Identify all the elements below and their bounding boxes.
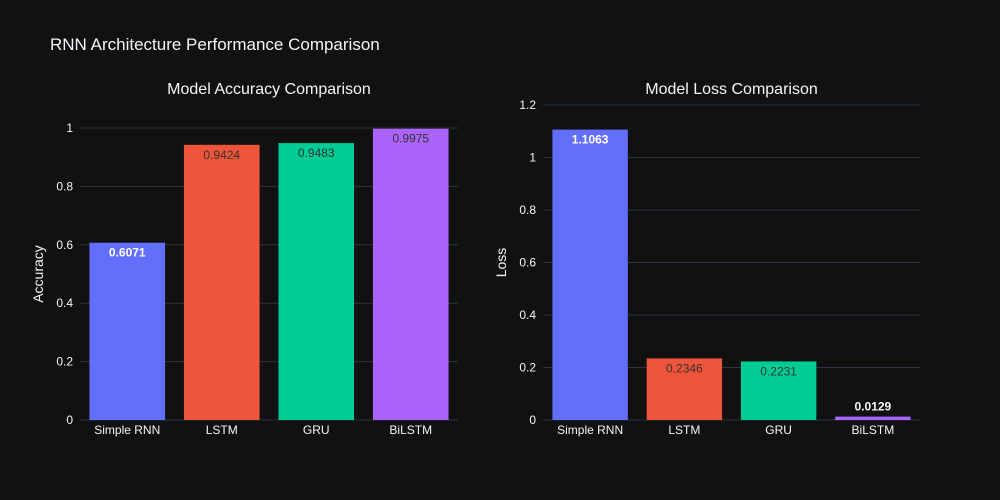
loss-xtick-label: LSTM <box>668 423 700 437</box>
loss-bar[interactable] <box>646 358 723 420</box>
loss-bar[interactable] <box>835 416 911 420</box>
accuracy-chart-title: Model Accuracy Comparison <box>167 81 371 98</box>
loss-xtick-label: GRU <box>765 423 792 437</box>
accuracy-ytick-label: 0.6 <box>56 238 73 252</box>
loss-yaxis-title: Loss <box>493 248 509 278</box>
accuracy-ytick-label: 0.8 <box>56 179 73 193</box>
loss-xtick-label: BiLSTM <box>852 423 895 437</box>
loss-data-label: 0.0129 <box>855 400 892 414</box>
loss-ytick-label: 1 <box>529 151 536 165</box>
accuracy-chart: 0 0.2 0.4 0.6 0.8 1 Model Accuracy Comparison A… <box>30 81 458 437</box>
loss-ytick-label: 0.4 <box>519 308 536 322</box>
loss-ytick-label: 1.2 <box>519 98 536 112</box>
loss-bar[interactable] <box>740 361 817 420</box>
loss-xtick-label: Simple RNN <box>557 423 623 437</box>
accuracy-data-label: 0.9483 <box>298 146 335 160</box>
accuracy-ytick-label: 0 <box>66 413 73 427</box>
accuracy-bar[interactable] <box>372 128 449 421</box>
loss-ytick-label: 0.6 <box>519 256 536 270</box>
accuracy-xtick-label: LSTM <box>206 423 238 437</box>
loss-bar[interactable] <box>552 129 628 420</box>
accuracy-xtick-label: GRU <box>303 423 330 437</box>
accuracy-data-label: 0.9975 <box>392 132 429 146</box>
loss-data-label: 1.1063 <box>572 133 609 147</box>
accuracy-xtick-label: BiLSTM <box>389 423 432 437</box>
accuracy-ytick-label: 0.2 <box>56 355 73 369</box>
accuracy-xtick-label: Simple RNN <box>94 423 160 437</box>
accuracy-bar[interactable] <box>89 242 166 420</box>
loss-ytick-label: 0.2 <box>519 361 536 375</box>
accuracy-data-label: 0.6071 <box>109 246 146 260</box>
loss-ytick-label: 0.8 <box>519 203 536 217</box>
accuracy-data-label: 0.9424 <box>203 148 240 162</box>
accuracy-yaxis-title: Accuracy <box>30 245 46 303</box>
loss-ytick-label: 0 <box>529 413 536 427</box>
chart-main-title: RNN Architecture Performance Comparison <box>50 35 380 54</box>
loss-chart-title: Model Loss Comparison <box>645 81 818 98</box>
loss-data-label: 0.2231 <box>760 364 797 378</box>
accuracy-bar[interactable] <box>183 144 260 420</box>
loss-chart: 0 0.2 0.4 0.6 0.8 1 1.2 Model Loss Comparison Lo… <box>493 81 920 437</box>
accuracy-bar[interactable] <box>278 143 355 420</box>
accuracy-ytick-label: 0.4 <box>56 296 73 310</box>
loss-data-label: 0.2346 <box>666 361 703 375</box>
accuracy-ytick-label: 1 <box>66 121 73 135</box>
